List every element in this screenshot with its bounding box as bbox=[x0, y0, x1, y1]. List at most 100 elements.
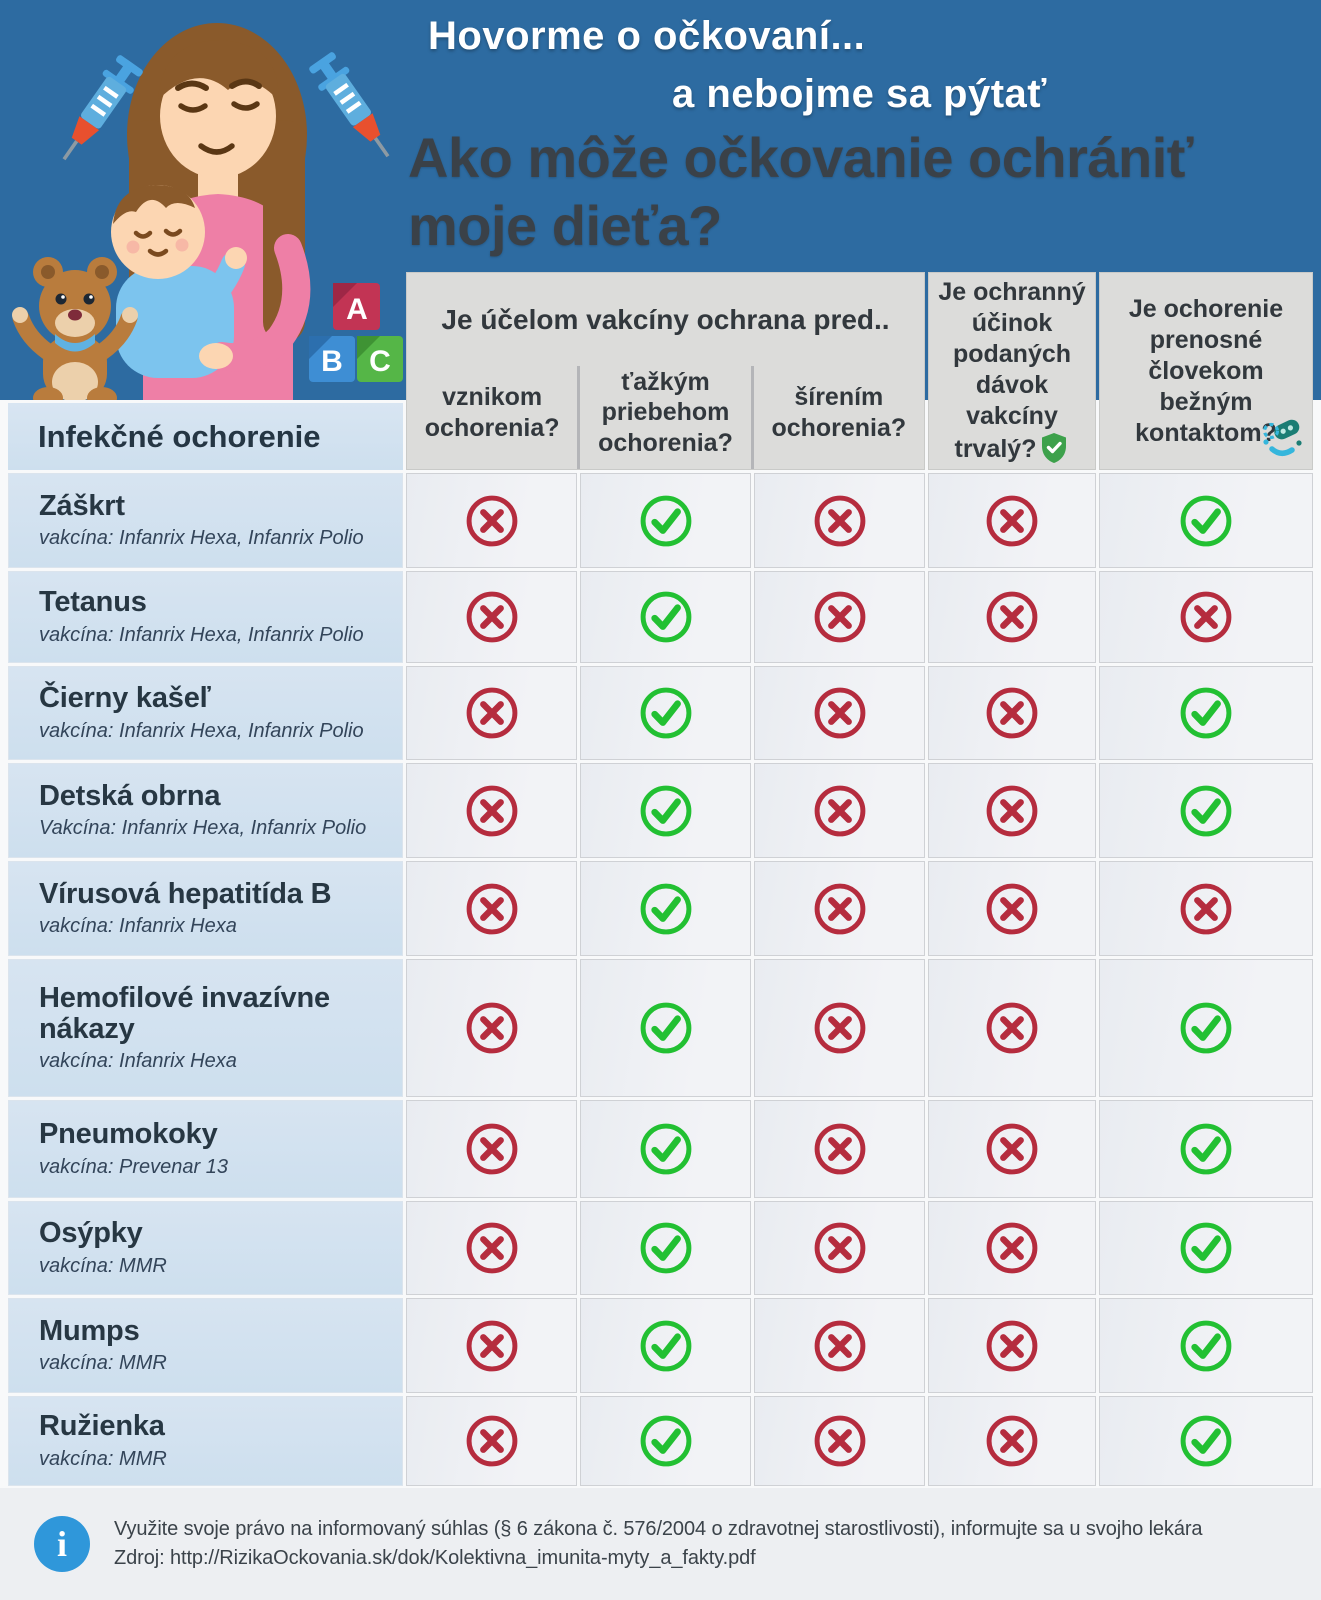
status-yes-icon bbox=[1099, 473, 1313, 568]
status-no-icon bbox=[928, 666, 1096, 760]
status-no-icon bbox=[754, 1396, 925, 1486]
disease-name: Tetanus bbox=[39, 586, 147, 619]
status-no-icon bbox=[406, 1396, 577, 1486]
table-row: Pneumokoky vakcína: Prevenar 13 bbox=[8, 1100, 1313, 1198]
status-no-icon bbox=[928, 571, 1096, 663]
footer-note: Využite svoje právo na informovaný súhla… bbox=[114, 1518, 1203, 1540]
table-body: Záškrt vakcína: Infanrix Hexa, Infanrix P… bbox=[8, 473, 1313, 1486]
main-title-line2: a nebojme sa pýtať bbox=[672, 72, 1047, 116]
svg-text:B: B bbox=[321, 345, 343, 378]
table-row: Ružienka vakcína: MMR bbox=[8, 1396, 1313, 1486]
table-row: Detská obrna Vakcína: Infanrix Hexa, Infa… bbox=[8, 763, 1313, 858]
svg-text:C: C bbox=[369, 345, 391, 378]
table-row: Osýpky vakcína: MMR bbox=[8, 1201, 1313, 1295]
status-yes-icon bbox=[1099, 1298, 1313, 1393]
status-no-icon bbox=[1099, 571, 1313, 663]
disease-vaccine: vakcína: Infanrix Hexa bbox=[39, 915, 237, 938]
disease-cell: Osýpky vakcína: MMR bbox=[8, 1201, 403, 1295]
status-no-icon bbox=[754, 763, 925, 858]
shield-check-icon bbox=[1036, 433, 1069, 463]
status-no-icon bbox=[928, 473, 1096, 568]
status-yes-icon bbox=[580, 861, 751, 956]
status-no-icon bbox=[406, 763, 577, 858]
footer: i Využite svoje právo na informovaný súh… bbox=[0, 1488, 1321, 1600]
transmissible-label: Je ochorenie prenosné človekom bežným ko… bbox=[1128, 294, 1284, 447]
subheader-severe-course: ťažkým priebehom ochorenia? bbox=[577, 366, 750, 469]
status-no-icon bbox=[1099, 861, 1313, 956]
disease-name: Ružienka bbox=[39, 1410, 165, 1443]
table-row: Mumps vakcína: MMR bbox=[8, 1298, 1313, 1393]
disease-vaccine: vakcína: Infanrix Hexa bbox=[39, 1050, 237, 1073]
info-icon: i bbox=[34, 1516, 90, 1572]
disease-column-header: Infekčné ochorenie bbox=[8, 403, 403, 470]
pathogen-icon bbox=[1260, 415, 1306, 467]
disease-cell: Čierny kašeľ vakcína: Infanrix Hexa, Infa… bbox=[8, 666, 403, 760]
disease-cell: Hemofilové invazívne nákazy vakcína: Infa… bbox=[8, 959, 403, 1097]
status-no-icon bbox=[406, 473, 577, 568]
status-no-icon bbox=[928, 1396, 1096, 1486]
status-yes-icon bbox=[580, 1298, 751, 1393]
status-yes-icon bbox=[1099, 763, 1313, 858]
status-no-icon bbox=[928, 1298, 1096, 1393]
comparison-table: Infekčné ochorenie Je účelom vakcíny och… bbox=[0, 272, 1321, 1486]
table-row: Čierny kašeľ vakcína: Infanrix Hexa, Infa… bbox=[8, 666, 1313, 760]
disease-name: Čierny kašeľ bbox=[39, 682, 211, 715]
status-no-icon bbox=[406, 571, 577, 663]
disease-name: Záškrt bbox=[39, 489, 125, 522]
hero-banner: A B C bbox=[0, 0, 1321, 400]
status-no-icon bbox=[754, 473, 925, 568]
status-yes-icon bbox=[580, 666, 751, 760]
status-no-icon bbox=[754, 1201, 925, 1295]
disease-name: Osýpky bbox=[39, 1217, 143, 1250]
status-no-icon bbox=[928, 1201, 1096, 1295]
transmissible-header: Je ochorenie prenosné človekom bežným ko… bbox=[1099, 272, 1313, 470]
disease-vaccine: vakcína: Infanrix Hexa, Infanrix Polio bbox=[39, 623, 364, 646]
disease-vaccine: vakcína: Infanrix Hexa, Infanrix Polio bbox=[39, 527, 364, 550]
mother-baby-illustration: A B C bbox=[12, 23, 403, 400]
table-row: Vírusová hepatitída B vakcína: Infanrix H… bbox=[8, 861, 1313, 956]
svg-text:A: A bbox=[346, 293, 368, 326]
syringe-icon bbox=[62, 55, 143, 161]
abc-blocks: A B C bbox=[309, 283, 403, 382]
table-row: Hemofilové invazívne nákazy vakcína: Infa… bbox=[8, 959, 1313, 1097]
table-row: Záškrt vakcína: Infanrix Hexa, Infanrix P… bbox=[8, 473, 1313, 568]
disease-cell: Pneumokoky vakcína: Prevenar 13 bbox=[8, 1100, 403, 1198]
disease-cell: Mumps vakcína: MMR bbox=[8, 1298, 403, 1393]
status-yes-icon bbox=[580, 571, 751, 663]
disease-cell: Záškrt vakcína: Infanrix Hexa, Infanrix P… bbox=[8, 473, 403, 568]
disease-vaccine: Vakcína: Infanrix Hexa, Infanrix Polio bbox=[39, 817, 367, 840]
disease-cell: Tetanus vakcína: Infanrix Hexa, Infanrix … bbox=[8, 571, 403, 663]
status-no-icon bbox=[928, 959, 1096, 1097]
question-title-line1: Ako môže očkovanie ochrániť bbox=[408, 126, 1194, 189]
status-yes-icon bbox=[1099, 666, 1313, 760]
status-yes-icon bbox=[580, 763, 751, 858]
disease-name: Hemofilové invazívne nákazy bbox=[39, 981, 330, 1045]
status-yes-icon bbox=[580, 1100, 751, 1198]
disease-name: Mumps bbox=[39, 1314, 140, 1347]
group-header-label: Je účelom vakcíny ochrana pred.. bbox=[441, 303, 890, 335]
status-yes-icon bbox=[1099, 1100, 1313, 1198]
footer-text: Využite svoje právo na informovaný súhla… bbox=[114, 1515, 1203, 1573]
group-subheaders: vznikom ochorenia? ťažkým priebehom ocho… bbox=[407, 366, 924, 469]
disease-name: Pneumokoky bbox=[39, 1118, 218, 1151]
status-yes-icon bbox=[580, 1201, 751, 1295]
status-no-icon bbox=[928, 763, 1096, 858]
status-no-icon bbox=[754, 1100, 925, 1198]
disease-cell: Detská obrna Vakcína: Infanrix Hexa, Infa… bbox=[8, 763, 403, 858]
status-no-icon bbox=[754, 666, 925, 760]
disease-vaccine: vakcína: MMR bbox=[39, 1352, 167, 1375]
disease-vaccine: vakcína: MMR bbox=[39, 1254, 167, 1277]
status-yes-icon bbox=[1099, 1396, 1313, 1486]
table-header: Infekčné ochorenie Je účelom vakcíny och… bbox=[8, 272, 1313, 470]
disease-name: Vírusová hepatitída B bbox=[39, 877, 332, 910]
status-no-icon bbox=[406, 1100, 577, 1198]
syringe-icon bbox=[309, 52, 390, 158]
subheader-disease-occurrence: vznikom ochorenia? bbox=[424, 383, 560, 442]
lasting-protection-label: Je ochranný účinok podaných dávok vakcín… bbox=[938, 278, 1086, 463]
main-title-line1: Hovorme o očkovaní... bbox=[428, 14, 866, 58]
status-no-icon bbox=[406, 666, 577, 760]
status-no-icon bbox=[754, 861, 925, 956]
status-yes-icon bbox=[580, 959, 751, 1097]
disease-cell: Ružienka vakcína: MMR bbox=[8, 1396, 403, 1486]
